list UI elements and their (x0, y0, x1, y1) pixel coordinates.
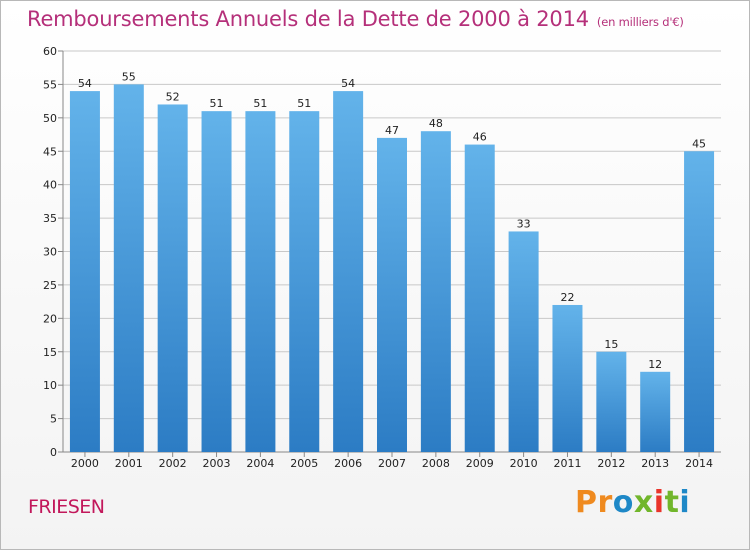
chart-subtitle: (en milliers d'€) (596, 15, 684, 29)
data-label: 52 (166, 90, 180, 103)
data-label: 51 (297, 97, 311, 110)
x-tick-label: 2004 (246, 457, 274, 470)
x-tick-label: 2009 (466, 457, 494, 470)
logo-part-4: i (653, 485, 665, 520)
data-label: 22 (560, 291, 574, 304)
bar-2014 (684, 151, 715, 452)
data-label: 51 (210, 97, 224, 110)
x-tick-label: 2000 (71, 457, 99, 470)
x-tick-label: 2011 (553, 457, 581, 470)
data-label: 51 (253, 97, 267, 110)
y-tick-label: 15 (43, 346, 57, 359)
data-label: 46 (473, 131, 487, 144)
data-label: 48 (429, 117, 443, 130)
bar-2012 (596, 351, 627, 452)
x-tick-label: 2001 (115, 457, 143, 470)
data-label: 33 (517, 217, 531, 230)
data-label: 12 (648, 358, 662, 371)
y-tick-label: 50 (43, 112, 57, 125)
data-label: 45 (692, 137, 706, 150)
x-tick-label: 2003 (203, 457, 231, 470)
y-tick-label: 20 (43, 312, 57, 325)
x-tick-label: 2005 (290, 457, 318, 470)
y-tick-label: 10 (43, 379, 57, 392)
town-name: FRIESEN (28, 496, 105, 518)
x-tick-label: 2006 (334, 457, 362, 470)
logo-part-5: t (664, 485, 680, 520)
logo-part-3: x (633, 485, 654, 520)
bar-2004 (245, 111, 276, 453)
bar-2005 (289, 111, 320, 453)
bar-2001 (113, 84, 144, 453)
chart-title: Remboursements Annuels de la Dette de 20… (27, 7, 684, 31)
bar-2010 (508, 231, 539, 452)
y-tick-label: 40 (43, 179, 57, 192)
bar-2003 (201, 111, 232, 453)
x-tick-label: 2007 (378, 457, 406, 470)
x-tick-label: 2014 (685, 457, 713, 470)
bar-2007 (377, 137, 407, 452)
bar-2006 (333, 91, 364, 452)
data-label: 54 (78, 77, 92, 90)
y-tick-label: 60 (43, 45, 57, 58)
bar-2002 (157, 104, 188, 452)
x-tick-label: 2013 (641, 457, 669, 470)
x-tick-label: 2010 (510, 457, 538, 470)
y-tick-label: 30 (43, 246, 57, 259)
bar-2000 (69, 91, 100, 452)
y-tick-label: 0 (50, 446, 57, 459)
bar-2013 (640, 371, 671, 452)
bar-2008 (420, 131, 451, 452)
y-tick-label: 25 (43, 279, 57, 292)
x-tick-label: 2012 (597, 457, 625, 470)
data-label: 15 (604, 338, 618, 351)
chart-title-text: Remboursements Annuels de la Dette de 20… (27, 7, 589, 31)
proxiti-logo: Proxiti (575, 485, 690, 520)
data-label: 55 (122, 70, 136, 83)
logo-part-1: Pr (575, 485, 613, 520)
y-tick-label: 35 (43, 212, 57, 225)
data-label: 47 (385, 124, 399, 137)
logo-part-6: i (679, 485, 691, 520)
bar-2009 (464, 144, 495, 453)
data-label: 54 (341, 77, 355, 90)
y-tick-label: 45 (43, 145, 57, 158)
y-tick-label: 55 (43, 78, 57, 91)
x-tick-label: 2002 (159, 457, 187, 470)
logo-part-2: o (612, 485, 634, 520)
bar-2011 (552, 304, 583, 452)
y-tick-label: 5 (50, 413, 57, 426)
x-tick-label: 2008 (422, 457, 450, 470)
